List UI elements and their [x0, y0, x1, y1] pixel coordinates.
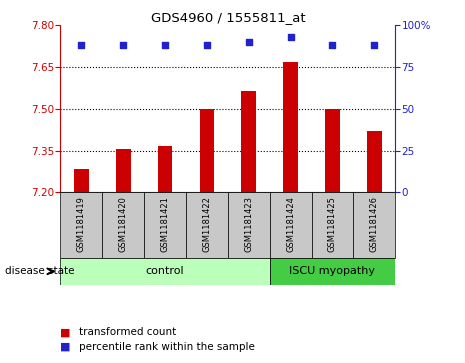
Bar — [270, 258, 395, 285]
Bar — [367, 131, 382, 192]
Text: GSM1181425: GSM1181425 — [328, 196, 337, 252]
Bar — [186, 192, 228, 258]
Text: GSM1181422: GSM1181422 — [202, 196, 212, 252]
Bar — [325, 109, 340, 192]
Text: disease state: disease state — [5, 266, 74, 276]
Bar — [102, 192, 144, 258]
Bar — [228, 192, 270, 258]
Text: percentile rank within the sample: percentile rank within the sample — [79, 342, 255, 352]
Bar — [74, 169, 89, 192]
Point — [245, 39, 252, 45]
Bar — [241, 91, 256, 192]
Bar — [158, 147, 173, 192]
Bar — [144, 192, 186, 258]
Point — [371, 42, 378, 48]
Bar — [60, 258, 270, 285]
Text: ■: ■ — [60, 342, 71, 352]
Bar — [283, 62, 298, 192]
Point — [203, 42, 211, 48]
Text: GSM1181423: GSM1181423 — [244, 196, 253, 252]
Bar — [353, 192, 395, 258]
Text: GSM1181426: GSM1181426 — [370, 196, 379, 252]
Text: control: control — [146, 266, 185, 276]
Bar — [60, 192, 102, 258]
Point — [120, 42, 127, 48]
Bar — [116, 149, 131, 192]
Text: GSM1181420: GSM1181420 — [119, 196, 128, 252]
Text: GSM1181419: GSM1181419 — [77, 196, 86, 252]
Point — [161, 42, 169, 48]
Title: GDS4960 / 1555811_at: GDS4960 / 1555811_at — [151, 11, 305, 24]
Bar — [270, 192, 312, 258]
Text: GSM1181424: GSM1181424 — [286, 196, 295, 252]
Bar — [199, 109, 214, 192]
Text: ■: ■ — [60, 327, 71, 337]
Text: ISCU myopathy: ISCU myopathy — [290, 266, 375, 276]
Point — [287, 34, 294, 40]
Point — [329, 42, 336, 48]
Point — [78, 42, 85, 48]
Text: GSM1181421: GSM1181421 — [160, 196, 170, 252]
Text: transformed count: transformed count — [79, 327, 176, 337]
Bar — [312, 192, 353, 258]
